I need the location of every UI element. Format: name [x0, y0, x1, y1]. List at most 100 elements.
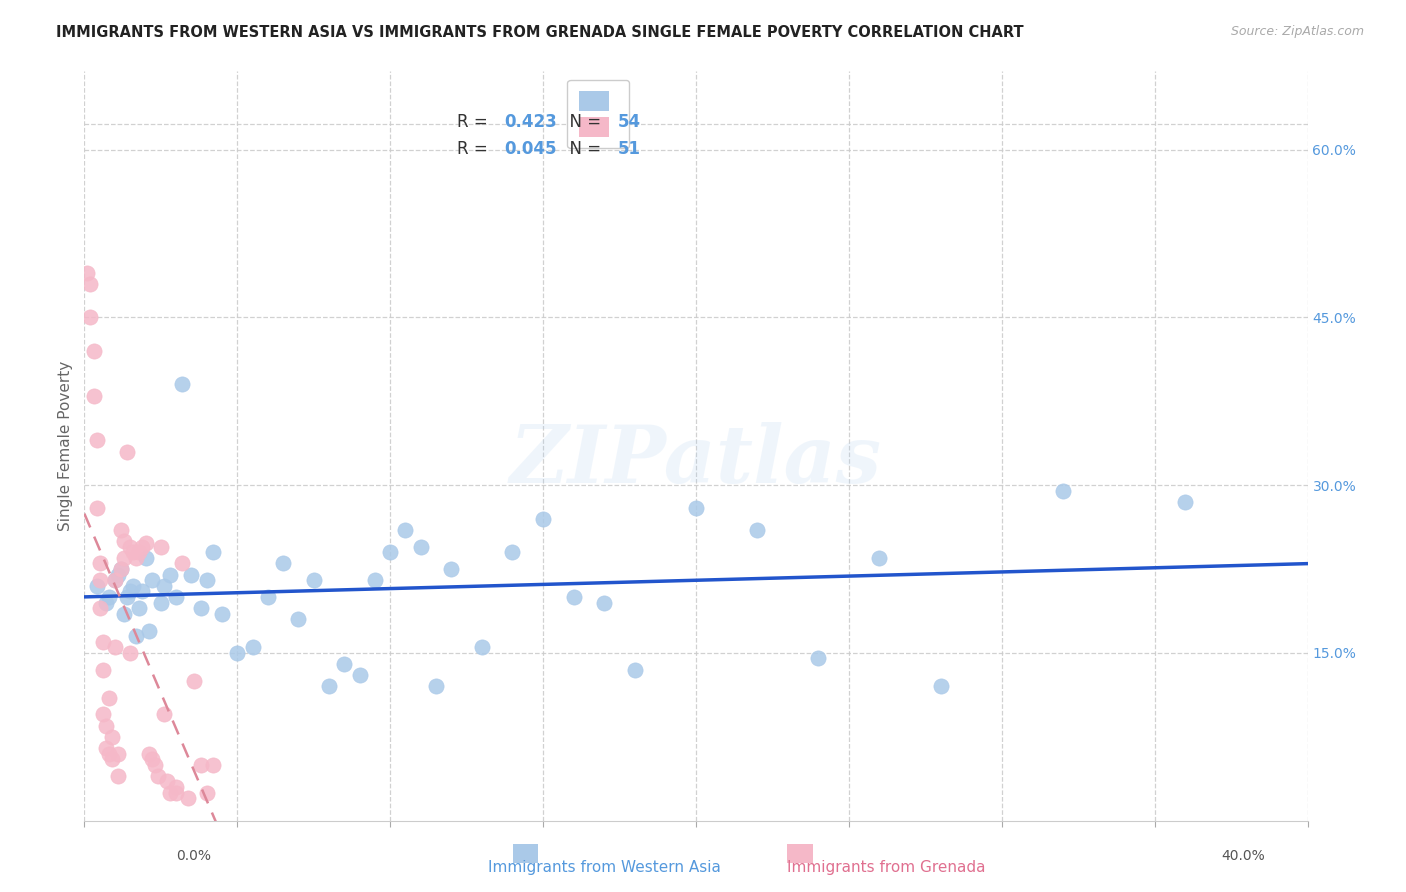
Point [1052, 483, 1074, 498]
Point [195, 786, 218, 800]
Point [89, 601, 111, 615]
Point [242, 640, 264, 655]
Legend: , : , [567, 79, 628, 148]
Point [685, 500, 707, 515]
Point [89, 557, 111, 571]
Point [318, 680, 340, 694]
Point [869, 550, 891, 565]
Point [86, 434, 108, 448]
Text: 54: 54 [617, 112, 641, 130]
Text: N =: N = [560, 140, 606, 158]
Point [97, 690, 120, 705]
Point [138, 624, 160, 638]
Point [110, 562, 132, 576]
Point [149, 596, 172, 610]
Point [138, 747, 160, 761]
Point [112, 607, 135, 621]
Text: IMMIGRANTS FROM WESTERN ASIA VS IMMIGRANTS FROM GRENADA SINGLE FEMALE POVERTY CO: IMMIGRANTS FROM WESTERN ASIA VS IMMIGRAN… [56, 25, 1024, 40]
Point [146, 769, 169, 783]
Point [201, 545, 224, 559]
Point [271, 557, 294, 571]
Point [141, 573, 163, 587]
Point [97, 747, 120, 761]
Point [112, 534, 135, 549]
Text: 0.045: 0.045 [503, 140, 557, 158]
Point [364, 573, 387, 587]
Point [471, 640, 494, 655]
Point [1174, 495, 1197, 509]
Point [94, 596, 117, 610]
Point [226, 646, 249, 660]
Point [104, 573, 127, 587]
Point [135, 536, 157, 550]
Point [107, 769, 129, 783]
Point [89, 573, 111, 587]
Point [104, 640, 127, 655]
Point [153, 707, 176, 722]
Point [107, 747, 129, 761]
Text: 0.0%: 0.0% [176, 849, 211, 863]
Point [380, 545, 402, 559]
Point [120, 646, 142, 660]
Point [333, 657, 356, 671]
Point [190, 601, 212, 615]
Point [107, 567, 129, 582]
Point [131, 584, 153, 599]
Point [128, 545, 150, 559]
Point [83, 343, 105, 358]
Point [287, 612, 309, 626]
Point [79, 277, 101, 291]
Point [76, 266, 98, 280]
Point [747, 523, 769, 537]
Point [409, 540, 432, 554]
Point [153, 579, 176, 593]
Point [131, 540, 153, 554]
Point [101, 730, 124, 744]
Text: ZIPatlas: ZIPatlas [510, 422, 882, 500]
Point [143, 757, 166, 772]
Point [79, 310, 101, 325]
Point [159, 567, 181, 582]
Point [122, 579, 145, 593]
Point [593, 596, 616, 610]
Point [112, 550, 135, 565]
Point [440, 562, 463, 576]
Point [425, 680, 447, 694]
Point [94, 741, 117, 756]
Point [502, 545, 524, 559]
Point [165, 780, 187, 794]
Point [302, 573, 325, 587]
Text: Immigrants from Western Asia: Immigrants from Western Asia [488, 861, 721, 875]
Bar [787, 844, 813, 863]
Point [562, 590, 585, 604]
Text: N =: N = [560, 112, 606, 130]
Point [257, 590, 280, 604]
Point [91, 707, 114, 722]
Point [120, 584, 142, 599]
Point [141, 752, 163, 766]
Point [159, 786, 181, 800]
Point [120, 540, 142, 554]
Point [183, 673, 205, 688]
Point [149, 540, 172, 554]
Point [190, 757, 212, 772]
Point [86, 579, 108, 593]
Point [86, 500, 108, 515]
Point [125, 550, 148, 565]
Point [195, 573, 218, 587]
Point [177, 791, 200, 805]
Point [101, 752, 124, 766]
Point [125, 629, 148, 643]
Text: Immigrants from Grenada: Immigrants from Grenada [786, 861, 986, 875]
Point [349, 668, 371, 682]
Text: R =: R = [457, 140, 494, 158]
Point [83, 389, 105, 403]
Point [91, 663, 114, 677]
Point [172, 557, 194, 571]
Point [97, 590, 120, 604]
Point [929, 680, 952, 694]
Point [104, 573, 127, 587]
Point [201, 757, 224, 772]
Point [211, 607, 233, 621]
Point [91, 634, 114, 648]
